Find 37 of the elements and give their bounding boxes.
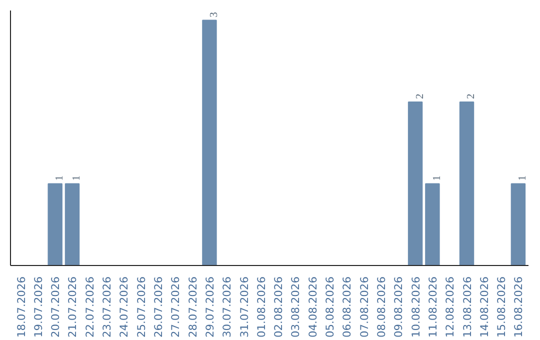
x-tick-label: 04.08.2026 (306, 276, 320, 338)
data-label: 1 (72, 175, 83, 181)
x-tick-label: 18.07.2026 (14, 276, 28, 338)
x-tick-label: 08.08.2026 (374, 276, 388, 338)
x-tick-label: 19.07.2026 (32, 276, 45, 338)
x-tick-label: 27.07.2026 (169, 276, 182, 338)
x-tick-label: 11.08.2026 (426, 276, 440, 338)
x-tick-label: 14.08.2026 (478, 276, 491, 338)
x-tick-label: 23.07.2026 (100, 276, 114, 338)
data-label: 1 (54, 175, 66, 181)
x-tick-label: 30.07.2026 (220, 276, 234, 338)
x-tick-label: 05.08.2026 (324, 276, 337, 338)
x-tick-label: 03.08.2026 (289, 276, 302, 338)
x-tick-label: 20.07.2026 (49, 276, 62, 338)
x-tick-label: 07.08.2026 (358, 276, 371, 338)
data-label: 1 (518, 175, 529, 181)
x-tick-label: 26.07.2026 (152, 276, 166, 338)
x-tick-label: 31.07.2026 (238, 276, 251, 338)
x-tick-label: 02.08.2026 (272, 276, 286, 338)
x-tick-label: 25.07.2026 (134, 276, 148, 338)
x-tick-label: 10.08.2026 (409, 276, 422, 338)
x-tick-label: 22.07.2026 (83, 276, 96, 338)
x-tick-label: 06.08.2026 (340, 276, 354, 338)
x-tick-label: 13.08.2026 (460, 276, 474, 338)
x-tick-label: 09.08.2026 (392, 276, 406, 338)
data-label: 2 (414, 94, 426, 100)
x-tick-label: 15.08.2026 (495, 276, 508, 338)
data-label: 3 (208, 12, 220, 18)
x-tick-label: 24.07.2026 (118, 276, 131, 338)
x-tick-label: 29.07.2026 (203, 276, 216, 338)
data-label: 1 (432, 175, 443, 181)
x-tick-label: 28.07.2026 (186, 276, 200, 338)
x-tick-label: 12.08.2026 (444, 276, 457, 338)
data-label: 2 (466, 94, 478, 100)
x-tick-label: 16.08.2026 (512, 276, 526, 338)
x-tick-label: 21.07.2026 (66, 276, 80, 338)
x-tick-label: 01.08.2026 (254, 276, 268, 338)
